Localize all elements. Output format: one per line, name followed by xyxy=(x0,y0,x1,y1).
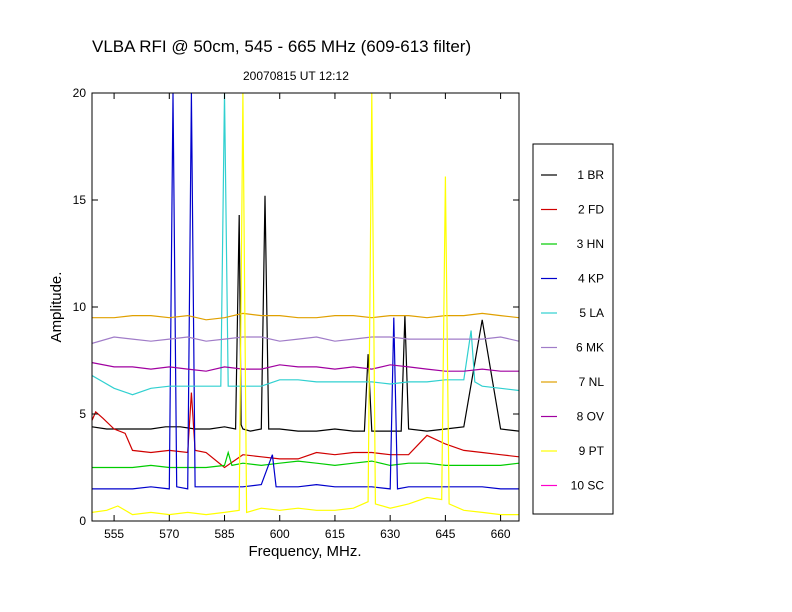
chart-subtitle: 20070815 UT 12:12 xyxy=(243,69,349,83)
y-tick-label: 10 xyxy=(73,300,87,314)
series-line-7 xyxy=(92,312,519,321)
series-line-5 xyxy=(92,93,519,396)
y-tick-label: 20 xyxy=(73,86,87,100)
y-axis-label: Amplitude. xyxy=(48,272,65,343)
legend-label-4: 4 KP xyxy=(578,272,604,286)
series-line-8 xyxy=(92,362,519,372)
legend-label-5: 5 LA xyxy=(579,306,604,320)
x-tick-label: 660 xyxy=(491,527,511,541)
chart-title: VLBA RFI @ 50cm, 545 - 665 MHz (609-613 … xyxy=(92,37,471,56)
y-tick-label: 15 xyxy=(73,193,87,207)
x-tick-label: 630 xyxy=(380,527,400,541)
series-line-4 xyxy=(92,93,519,490)
legend-label-10: 10 SC xyxy=(571,479,605,493)
legend-label-8: 8 OV xyxy=(577,410,604,424)
series-line-1 xyxy=(92,195,519,432)
legend-box xyxy=(532,143,614,515)
x-tick-label: 615 xyxy=(325,527,345,541)
legend-label-2: 2 FD xyxy=(578,203,604,217)
legend: 1 BR 2 FD 3 HN 4 KP 5 LA 6 MK 7 NL 8 OV 9 PT 10 S… xyxy=(541,168,605,493)
legend-label-1: 1 BR xyxy=(577,168,604,182)
y-tick-label: 5 xyxy=(79,407,86,421)
legend-label-3: 3 HN xyxy=(577,237,604,251)
x-tick-label: 570 xyxy=(159,527,179,541)
series-line-2 xyxy=(92,392,519,469)
x-axis: 555 570 585 600 615 630 645 660 xyxy=(104,93,511,541)
legend-label-6: 6 MK xyxy=(576,341,604,355)
series-line-6 xyxy=(92,336,519,344)
x-tick-label: 600 xyxy=(270,527,290,541)
x-tick-label: 585 xyxy=(215,527,235,541)
legend-label-9: 9 PT xyxy=(579,444,605,458)
series-line-9 xyxy=(92,93,519,516)
legend-label-7: 7 NL xyxy=(579,375,605,389)
series-line-3 xyxy=(92,450,519,469)
series-layer xyxy=(92,93,519,516)
y-tick-label: 0 xyxy=(79,514,86,528)
y-axis: 0 5 10 15 20 xyxy=(73,86,519,528)
x-tick-label: 555 xyxy=(104,527,124,541)
x-tick-label: 645 xyxy=(435,527,455,541)
x-axis-label: Frequency, MHz. xyxy=(248,543,361,560)
